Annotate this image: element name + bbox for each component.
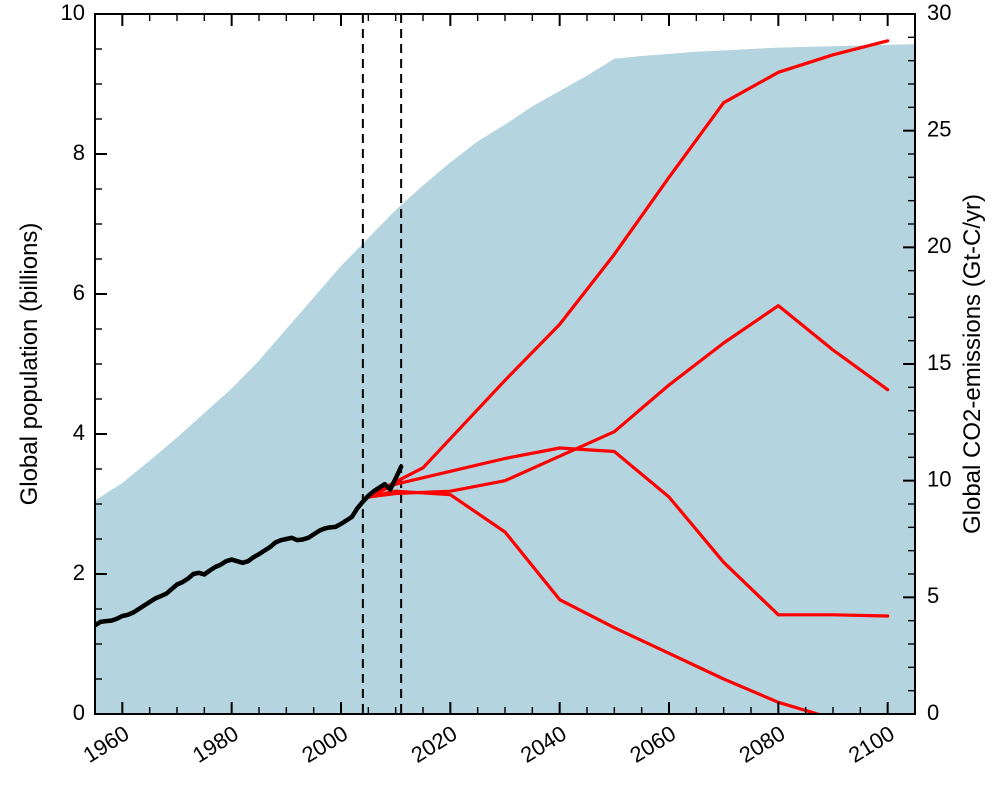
y-right-tick-label: 15 <box>927 350 951 375</box>
y-right-tick-label: 30 <box>927 0 951 25</box>
dual-axis-chart: 196019802000202020402060208021000246810G… <box>0 0 1000 801</box>
y-right-tick-label: 10 <box>927 466 951 491</box>
chart-container: 196019802000202020402060208021000246810G… <box>0 0 1000 801</box>
y-right-tick-label: 25 <box>927 116 951 141</box>
y-left-tick-label: 8 <box>73 140 85 165</box>
y-left-tick-label: 6 <box>73 280 85 305</box>
y-left-tick-label: 2 <box>73 560 85 585</box>
y-left-tick-label: 0 <box>73 700 85 725</box>
y-left-tick-label: 4 <box>73 420 85 445</box>
y-right-tick-label: 20 <box>927 233 951 258</box>
y-right-tick-label: 0 <box>927 700 939 725</box>
y-right-axis-label: Global CO2-emissions (Gt-C/yr) <box>959 194 986 534</box>
y-left-axis-label: Global population (billions) <box>16 223 43 506</box>
y-left-tick-label: 10 <box>61 0 85 25</box>
y-right-tick-label: 5 <box>927 583 939 608</box>
